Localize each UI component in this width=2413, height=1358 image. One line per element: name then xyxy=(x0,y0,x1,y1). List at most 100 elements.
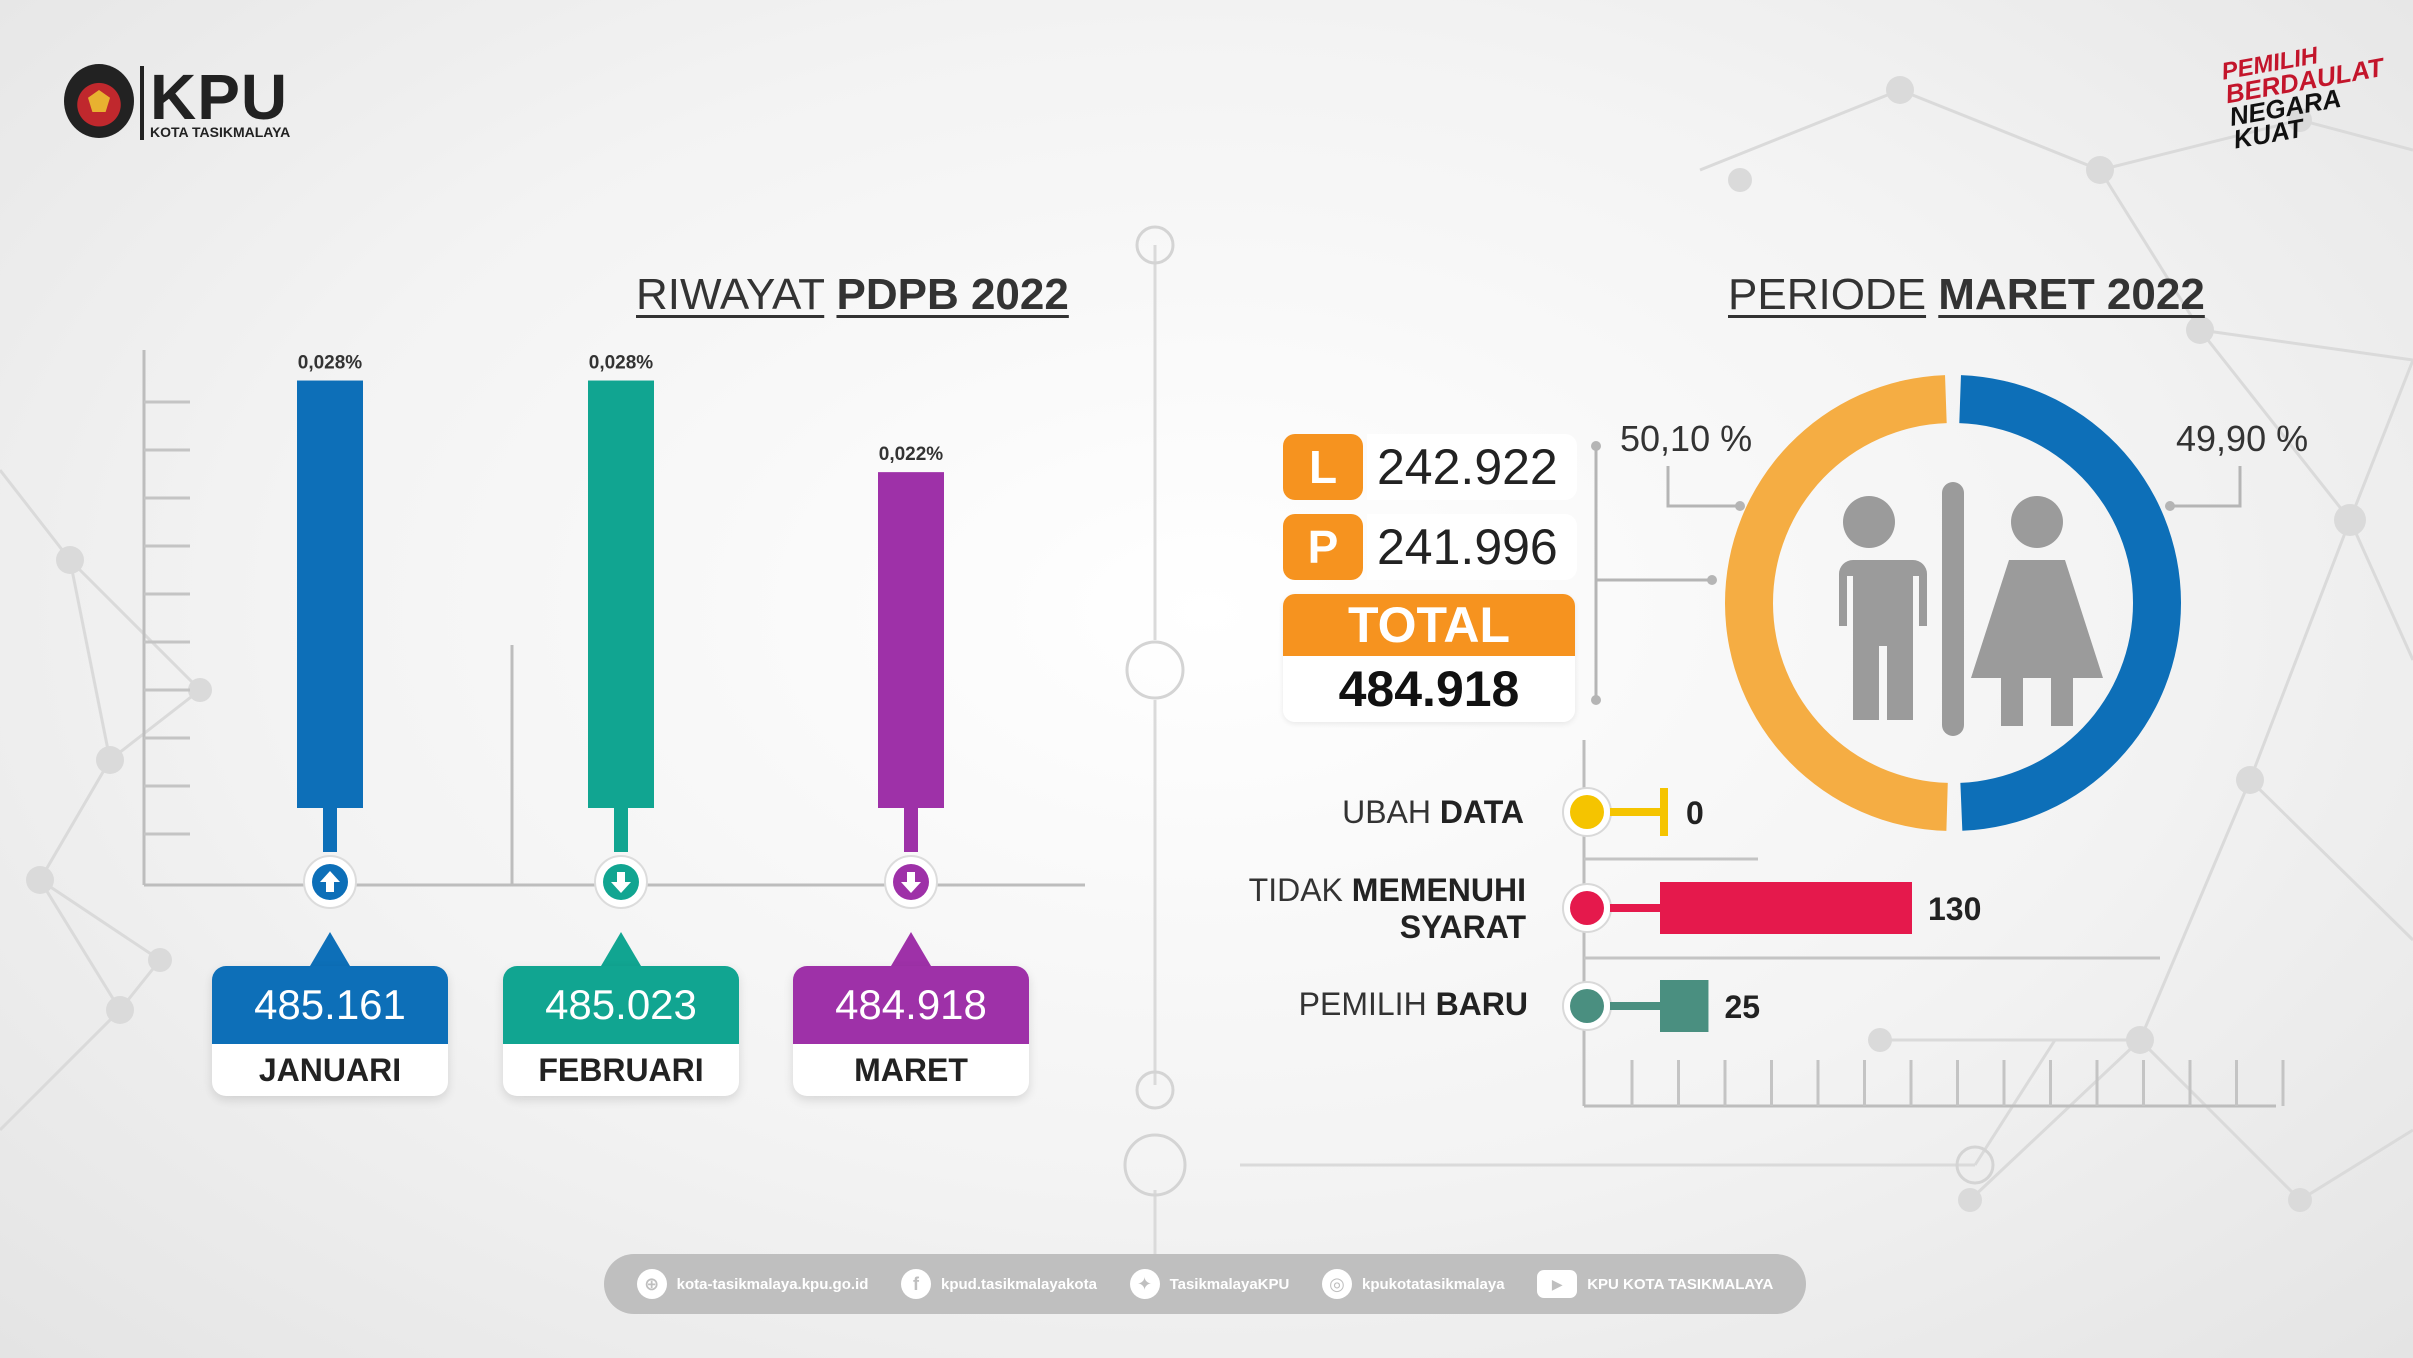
bar-percent-label: 0,022% xyxy=(879,444,944,465)
male-count-row: L 242.922 xyxy=(1283,434,1577,500)
category-label-bold: MEMENUHI xyxy=(1351,872,1526,908)
footer-item-facebook[interactable]: f kpud.tasikmalayakota xyxy=(901,1269,1097,1299)
row-marker xyxy=(1570,795,1604,829)
bracket-dot xyxy=(1591,695,1601,705)
bar xyxy=(588,380,654,808)
month-card-januari: 485.161 JANUARI xyxy=(212,966,448,1096)
row-marker xyxy=(1570,891,1604,925)
arrow-down-icon xyxy=(611,872,631,893)
breakdown-bar xyxy=(1660,882,1912,934)
month-card-label: FEBRUARI xyxy=(538,1051,704,1088)
footer-text: KPU KOTA TASIKMALAYA xyxy=(1587,1275,1774,1293)
row-connector xyxy=(1610,1002,1660,1010)
male-head-icon xyxy=(1843,496,1895,548)
leader-line-male xyxy=(1666,466,1740,508)
female-head-icon xyxy=(2011,496,2063,548)
category-label-bold: DATA xyxy=(1439,794,1524,830)
leader-line-female xyxy=(2170,466,2242,508)
total-box: TOTAL 484.918 xyxy=(1283,594,1575,722)
bar-percent-label: 0,028% xyxy=(298,353,363,374)
male-body-icon xyxy=(1825,560,1927,720)
card-pointer xyxy=(601,932,641,966)
month-card-maret: 484.918 MARET xyxy=(793,966,1029,1096)
bar-stem xyxy=(614,808,628,852)
bar-percent-label: 0,028% xyxy=(589,353,654,374)
male-tag: L xyxy=(1283,434,1363,500)
footer-text: TasikmalayaKPU xyxy=(1169,1275,1290,1293)
footer-item-instagram[interactable]: ◎ kpukotatasikmalaya xyxy=(1322,1269,1505,1299)
footer-text: kpukotatasikmalaya xyxy=(1362,1275,1505,1293)
card-pointer xyxy=(310,932,350,966)
total-label: TOTAL xyxy=(1283,594,1575,656)
female-count: 241.996 xyxy=(1367,514,1577,580)
divider-icon xyxy=(1942,482,1964,736)
bar-stem xyxy=(323,808,337,852)
globe-icon: ⊕ xyxy=(636,1269,667,1299)
breakdown-value: 25 xyxy=(1724,989,1760,1025)
category-label-normal: UBAH xyxy=(1342,794,1431,830)
right-title-bold: MARET 2022 xyxy=(1938,270,2205,319)
right-section-title: PERIODE MARET 2022 xyxy=(1728,270,2205,320)
leader-dot xyxy=(2165,501,2175,511)
footer-item-youtube[interactable]: ▶ KPU KOTA TASIKMALAYA xyxy=(1537,1270,1773,1298)
arrow-up-icon xyxy=(320,871,340,892)
bar xyxy=(878,472,944,808)
row-connector xyxy=(1610,904,1660,912)
month-card-value: 484.918 xyxy=(793,966,1029,1044)
leader-dot xyxy=(1735,501,1745,511)
male-percent: 50,10 % xyxy=(1620,418,1753,459)
left-title-normal: RIWAYAT xyxy=(636,270,825,319)
breakdown-bar xyxy=(1660,980,1709,1032)
category-label-normal: TIDAK xyxy=(1248,872,1343,908)
donut-slice-female xyxy=(1959,375,2181,831)
month-card-label: JANUARI xyxy=(258,1051,402,1088)
female-tag: P xyxy=(1283,514,1363,580)
month-card-label: MARET xyxy=(854,1051,968,1088)
left-section-title: RIWAYAT PDPB 2022 xyxy=(636,270,1069,320)
category-label-ubah-data: UBAH DATA xyxy=(1180,794,1524,831)
bracket-dot xyxy=(1707,575,1717,585)
twitter-icon: ✦ xyxy=(1129,1269,1160,1299)
logo-divider xyxy=(140,66,144,140)
footer-item-twitter[interactable]: ✦ TasikmalayaKPU xyxy=(1129,1269,1290,1299)
category-label-bold: BARU xyxy=(1435,986,1528,1022)
female-percent: 49,90 % xyxy=(2176,418,2309,459)
bar xyxy=(297,380,363,808)
kpu-logo-subtitle: KOTA TASIKMALAYA xyxy=(150,124,291,140)
breakdown-value: 0 xyxy=(1686,795,1704,831)
card-pointer xyxy=(891,932,931,966)
footer-social-bar: ⊕ kota-tasikmalaya.kpu.go.id f kpud.tasi… xyxy=(604,1254,1806,1314)
category-label-bold: SYARAT xyxy=(1399,908,1526,945)
female-count-row: P 241.996 xyxy=(1283,514,1577,580)
category-label-tidak-memenuhi-syarat: TIDAK MEMENUHI SYARAT xyxy=(1140,872,1526,946)
row-connector xyxy=(1610,808,1660,816)
right-title-normal: PERIODE xyxy=(1728,270,1927,319)
facebook-icon: f xyxy=(901,1269,932,1299)
row-marker xyxy=(1570,989,1604,1023)
left-title-bold: PDPB 2022 xyxy=(836,270,1069,319)
male-count: 242.922 xyxy=(1367,434,1577,500)
footer-text: kota-tasikmalaya.kpu.go.id xyxy=(676,1275,869,1293)
kpu-emblem-icon xyxy=(64,64,134,138)
month-card-value: 485.023 xyxy=(503,966,739,1044)
bar-stem xyxy=(904,808,918,852)
month-card-value: 485.161 xyxy=(212,966,448,1044)
bracket-dot xyxy=(1591,441,1601,451)
female-body-icon xyxy=(1971,560,2103,726)
footer-item-website[interactable]: ⊕ kota-tasikmalaya.kpu.go.id xyxy=(636,1269,869,1299)
breakdown-bar-zero xyxy=(1660,788,1668,836)
donut-slice-male xyxy=(1725,375,1948,831)
category-label-pemilih-baru: PEMILIH BARU xyxy=(1180,986,1528,1023)
arrow-down-icon xyxy=(901,872,921,893)
category-label-normal: PEMILIH xyxy=(1298,986,1427,1022)
youtube-icon: ▶ xyxy=(1537,1270,1578,1298)
month-card-februari: 485.023 FEBRUARI xyxy=(503,966,739,1096)
breakdown-value: 130 xyxy=(1928,891,1981,927)
instagram-icon: ◎ xyxy=(1322,1269,1352,1299)
total-value: 484.918 xyxy=(1283,656,1575,722)
footer-text: kpud.tasikmalayakota xyxy=(941,1275,1097,1293)
kpu-logo-text: KPU xyxy=(150,61,289,133)
